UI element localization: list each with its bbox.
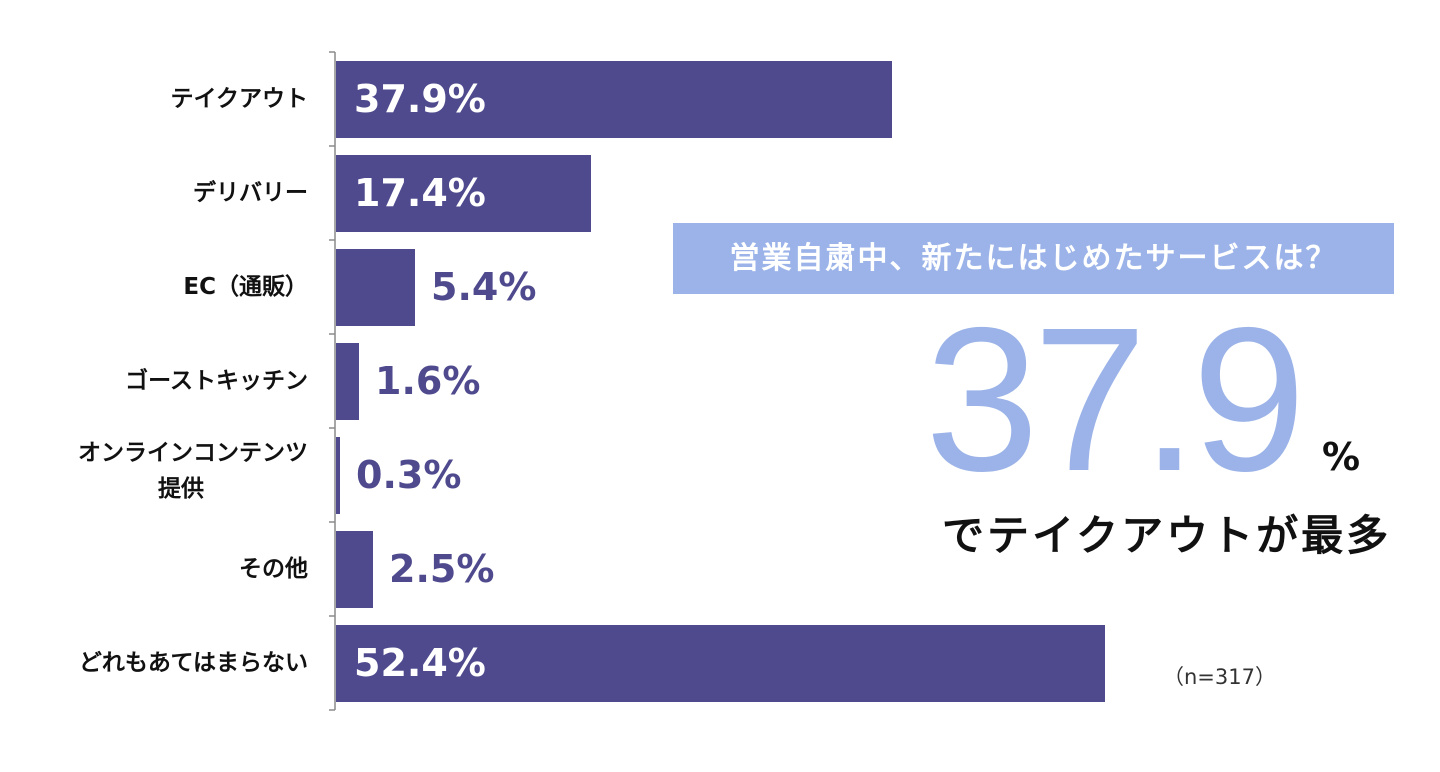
category-label: オンラインコンテンツ 提供 (78, 440, 308, 502)
bar (336, 436, 340, 514)
category-label: ゴーストキッチン (125, 368, 308, 394)
data-label: 37.9% (354, 77, 486, 121)
category-label: どれもあてはまらない (78, 650, 308, 676)
category-label: テイクアウト (170, 86, 308, 112)
callout-banner: 営業自粛中、新たにはじめたサービスは？ (673, 223, 1394, 294)
category-label: EC（通販） (183, 274, 308, 300)
bar (336, 624, 1105, 702)
category-axis (329, 51, 336, 711)
bar (336, 154, 591, 232)
data-label: 17.4% (354, 171, 486, 215)
data-label: 52.4% (354, 641, 486, 685)
category-label: その他 (239, 556, 308, 582)
category-label: デリバリー (193, 180, 308, 206)
highlight-percent-sign: % (1322, 435, 1361, 479)
bar (336, 60, 892, 138)
callout-caption: でテイクアウトが最多 (942, 511, 1392, 560)
data-label: 5.4% (431, 265, 537, 309)
data-label: 2.5% (389, 547, 495, 591)
data-label: 1.6% (375, 359, 481, 403)
sample-size-note: （n=317） (1163, 665, 1276, 689)
highlight-number: 37.9 (925, 285, 1306, 514)
bar (336, 248, 415, 326)
data-label: 0.3% (356, 453, 462, 497)
bar (336, 530, 373, 608)
bar (336, 342, 359, 420)
